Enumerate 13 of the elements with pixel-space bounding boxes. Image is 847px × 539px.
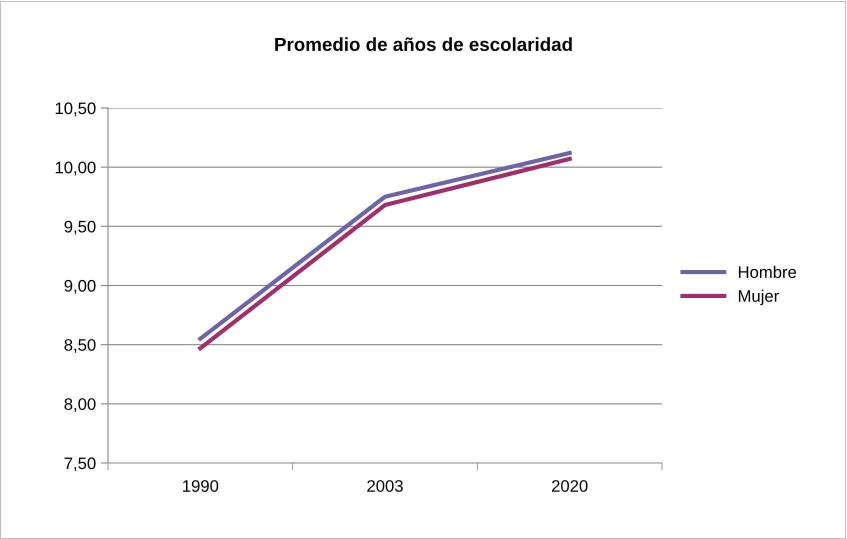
y-tick-label: 10,50 bbox=[56, 102, 96, 116]
y-tick-label: 8,50 bbox=[64, 339, 96, 353]
legend-label: Hombre bbox=[738, 266, 796, 278]
y-tick-label: 9,50 bbox=[64, 220, 96, 235]
x-tick-label: 2020 bbox=[552, 480, 588, 492]
y-tick-label: 8,00 bbox=[64, 398, 96, 412]
x-tick-label: 1990 bbox=[183, 480, 218, 492]
y-tick-label: 7,50 bbox=[64, 457, 96, 472]
y-tick-label: 10,00 bbox=[56, 162, 96, 176]
y-tick-label: 9,00 bbox=[64, 280, 96, 294]
x-tick-label: 2003 bbox=[367, 480, 403, 492]
legend-label: Mujer bbox=[738, 290, 779, 306]
chart-title: Promedio de años de escolaridad bbox=[275, 37, 572, 52]
